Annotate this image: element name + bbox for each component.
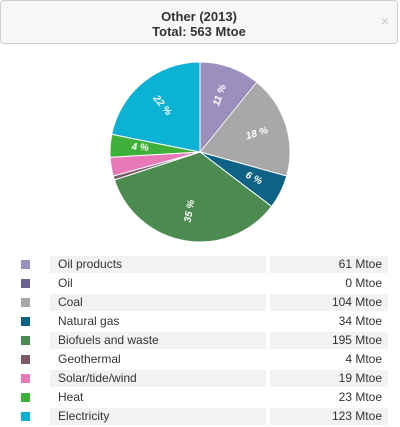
legend-row[interactable]: Oil products 61 Mtoe [0, 255, 400, 274]
legend-swatch [21, 298, 30, 307]
pie-slice-2[interactable] [199, 81, 291, 177]
legend-label: Oil [58, 276, 73, 290]
chart-header: Other (2013) Total: 563 Mtoe × [0, 0, 398, 44]
legend-value: 4 Mtoe [345, 352, 382, 366]
legend-row[interactable]: Biofuels and waste 195 Mtoe [0, 331, 400, 350]
legend-value: 0 Mtoe [345, 276, 382, 290]
slice-label-7: 4 % [130, 142, 149, 154]
legend-table: Oil products 61 Mtoe Oil 0 Mtoe Coal 104 Mtoe… [0, 255, 400, 426]
pie-chart: 11 %18 %6 %35 %4 %22 % [109, 61, 291, 243]
legend-row[interactable]: Electricity 123 Mtoe [0, 407, 400, 426]
chart-title: Other (2013) [161, 9, 237, 24]
pie-slice-8[interactable] [111, 61, 201, 153]
legend-swatch [21, 374, 30, 383]
legend-value: 23 Mtoe [338, 390, 382, 404]
legend-value: 195 Mtoe [270, 332, 388, 349]
legend-swatch [21, 412, 30, 421]
legend-row[interactable]: Geothermal 4 Mtoe [0, 350, 400, 369]
legend-value: 123 Mtoe [270, 408, 388, 425]
legend-swatch [21, 279, 30, 288]
legend-row[interactable]: Heat 23 Mtoe [0, 388, 400, 407]
legend-row[interactable]: Oil 0 Mtoe [0, 274, 400, 293]
pie-slice-4[interactable] [113, 151, 273, 243]
legend-row[interactable]: Natural gas 34 Mtoe [0, 312, 400, 331]
legend-value: 19 Mtoe [270, 370, 388, 387]
legend-label: Heat [58, 390, 84, 404]
close-icon[interactable]: × [380, 13, 389, 29]
legend-swatch [21, 355, 30, 364]
legend-value: 61 Mtoe [270, 256, 388, 273]
legend-swatch [21, 336, 30, 345]
legend-row[interactable]: Solar/tide/wind 19 Mtoe [0, 369, 400, 388]
legend-swatch [21, 260, 30, 269]
legend-label: Oil products [50, 256, 266, 273]
legend-swatch [21, 393, 30, 402]
legend-value: 104 Mtoe [270, 294, 388, 311]
chart-subtitle: Total: 563 Mtoe [152, 24, 246, 39]
legend-label: Biofuels and waste [50, 332, 266, 349]
legend-swatch [21, 317, 30, 326]
legend-label: Geothermal [58, 352, 121, 366]
legend-value: 34 Mtoe [338, 314, 382, 328]
legend-label: Solar/tide/wind [50, 370, 266, 387]
legend-label: Coal [50, 294, 266, 311]
legend-label: Electricity [50, 408, 266, 425]
legend-row[interactable]: Coal 104 Mtoe [0, 293, 400, 312]
slice-label-4: 35 % [183, 199, 198, 223]
legend-label: Natural gas [58, 314, 120, 328]
